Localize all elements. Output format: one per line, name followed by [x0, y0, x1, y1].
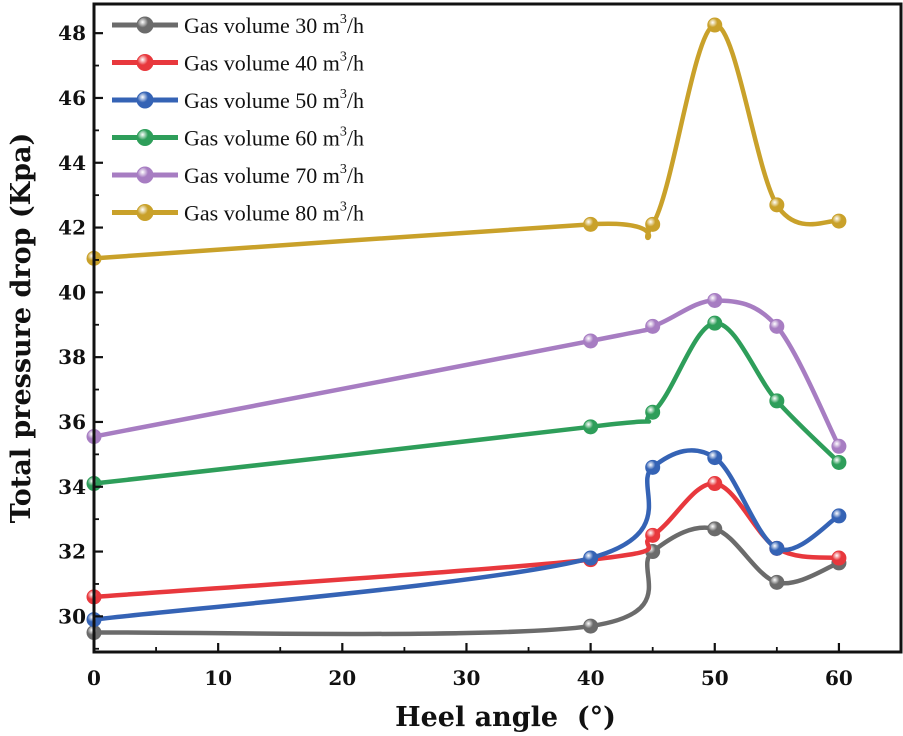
series-4 — [86, 315, 847, 492]
legend-swatch-marker — [136, 91, 154, 109]
y-tick-label: 32 — [58, 540, 86, 564]
legend-item: Gas volume 80 m3/h — [112, 200, 364, 226]
x-tick-label: 40 — [577, 666, 605, 690]
y-tick-label: 42 — [58, 216, 86, 240]
x-tick-label: 50 — [701, 666, 729, 690]
x-axis-title: Heel angle (°) — [395, 702, 616, 733]
data-point — [645, 216, 661, 232]
data-point — [583, 216, 599, 232]
data-point — [645, 404, 661, 420]
legend-label: Gas volume 40 m3/h — [184, 50, 364, 76]
legend-swatch-marker — [136, 16, 154, 34]
legend-swatch-marker — [136, 54, 154, 71]
axes: 0 10 20 30 40 50 60 30 32 34 36 38 40 42 44 46 48 — [58, 2, 903, 690]
data-point — [707, 476, 723, 492]
legend-label: Gas volume 60 m3/h — [184, 125, 364, 151]
data-point — [707, 315, 723, 331]
y-tick-label: 30 — [58, 604, 86, 628]
legend: Gas volume 30 m3/h Gas volume 40 m3/h Gas … — [112, 12, 364, 226]
data-point — [583, 550, 599, 566]
y-tick-label: 48 — [58, 21, 86, 45]
legend-label: Gas volume 80 m3/h — [184, 200, 364, 226]
series-6 — [86, 17, 847, 266]
data-point — [831, 438, 847, 454]
series-line — [93, 298, 841, 448]
series-3 — [86, 448, 847, 628]
data-point — [583, 618, 599, 634]
data-point — [831, 454, 847, 470]
legend-item: Gas volume 30 m3/h — [112, 12, 364, 38]
legend-swatch-marker — [136, 204, 154, 221]
legend-swatch-marker — [136, 166, 154, 184]
legend-item: Gas volume 40 m3/h — [112, 50, 364, 76]
y-tick-label: 44 — [58, 151, 86, 175]
data-point — [831, 550, 847, 566]
data-point — [707, 292, 723, 308]
x-tick-label: 0 — [87, 666, 101, 690]
x-tick-label: 60 — [825, 666, 853, 690]
plot-frame — [92, 2, 903, 654]
y-tick-label: 40 — [58, 280, 86, 304]
x-tick-label: 30 — [453, 666, 481, 690]
y-axis-title: Total pressure drop (Kpa) — [6, 133, 37, 524]
data-point — [831, 213, 847, 229]
series-line — [93, 22, 840, 261]
legend-swatch-marker — [136, 129, 154, 146]
series-5 — [86, 292, 847, 454]
data-point — [769, 574, 785, 590]
legend-label: Gas volume 50 m3/h — [184, 87, 364, 113]
x-tick-label: 10 — [204, 666, 232, 690]
data-point — [645, 527, 661, 543]
data-point — [645, 459, 661, 475]
data-point — [645, 318, 661, 334]
legend-item: Gas volume 60 m3/h — [112, 125, 364, 151]
legend-item: Gas volume 70 m3/h — [112, 162, 364, 188]
data-point — [583, 419, 599, 435]
data-point — [769, 540, 785, 556]
data-point — [707, 17, 723, 33]
data-point — [769, 393, 785, 409]
y-tick-label: 46 — [58, 86, 86, 110]
data-point — [707, 450, 723, 466]
legend-item: Gas volume 50 m3/h — [112, 87, 364, 113]
y-tick-label: 36 — [58, 410, 86, 434]
data-point — [583, 333, 599, 349]
data-point — [769, 318, 785, 334]
x-tick-label: 20 — [328, 666, 356, 690]
data-point — [769, 197, 785, 213]
legend-label: Gas volume 70 m3/h — [184, 162, 364, 188]
y-tick-label: 38 — [58, 345, 86, 369]
data-point — [707, 521, 723, 537]
legend-label: Gas volume 30 m3/h — [184, 12, 364, 38]
y-tick-label: 34 — [58, 475, 86, 499]
series-1 — [86, 521, 847, 641]
data-point — [831, 508, 847, 524]
series-line — [93, 320, 841, 486]
